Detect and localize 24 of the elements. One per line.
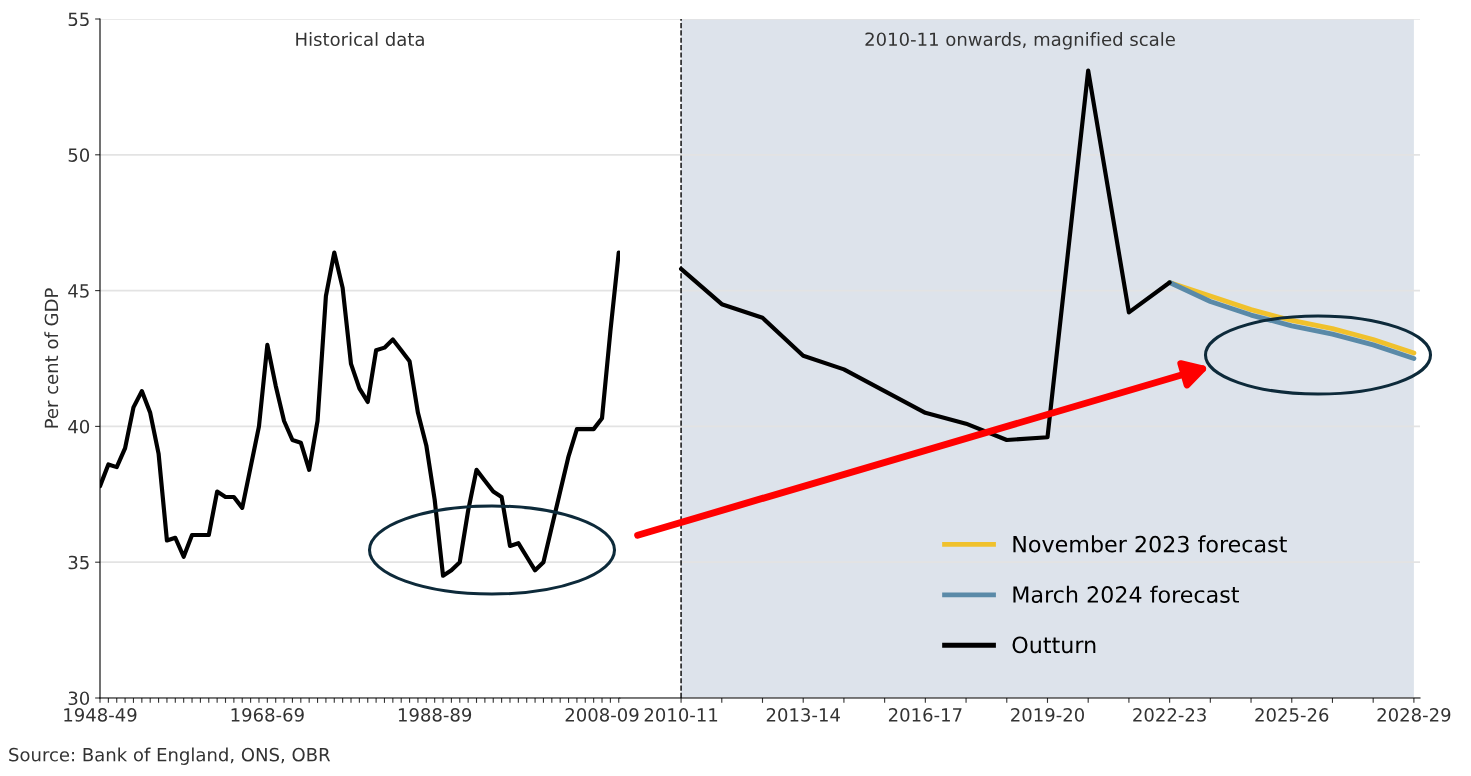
y-tick-label: 55 [68, 12, 89, 27]
y-tick-label: 35 [68, 555, 89, 570]
x-tick-label: 2013-14 [766, 708, 840, 722]
x-tick-label: 2008-09 [565, 708, 639, 722]
y-tick-label: 30 [68, 691, 90, 706]
y-tick-label: 40 [68, 419, 90, 434]
x-tick-label: 2022-23 [1133, 708, 1206, 722]
x-tick-label: 1988-89 [398, 708, 472, 722]
x-tick-label: 2010-11 [644, 708, 718, 722]
x-tick-label: 2025-26 [1255, 708, 1329, 722]
y-tick-label: 50 [68, 148, 90, 162]
x-tick-label: 2028-29 [1377, 708, 1451, 722]
y-axis-title: Per cent of GDP [44, 288, 59, 428]
legend-label: Outturn [1012, 636, 1096, 654]
x-tick-label: 2019-20 [1011, 708, 1084, 722]
y-tick-label: 45 [68, 284, 89, 298]
legend-label: November 2023 forecast [1013, 535, 1287, 553]
text: Historical data [296, 32, 424, 47]
source-note: Source: Bank of England, ONS, OBR [9, 747, 331, 765]
x-tick-label: 2016-17 [888, 708, 962, 722]
x-tick-label: 1948-49 [64, 708, 137, 722]
text: 2010-11 onwards, magnified scale [865, 32, 1175, 50]
legend-label: March 2024 forecast [1013, 585, 1239, 603]
x-tick-label: 1968-69 [231, 708, 304, 722]
